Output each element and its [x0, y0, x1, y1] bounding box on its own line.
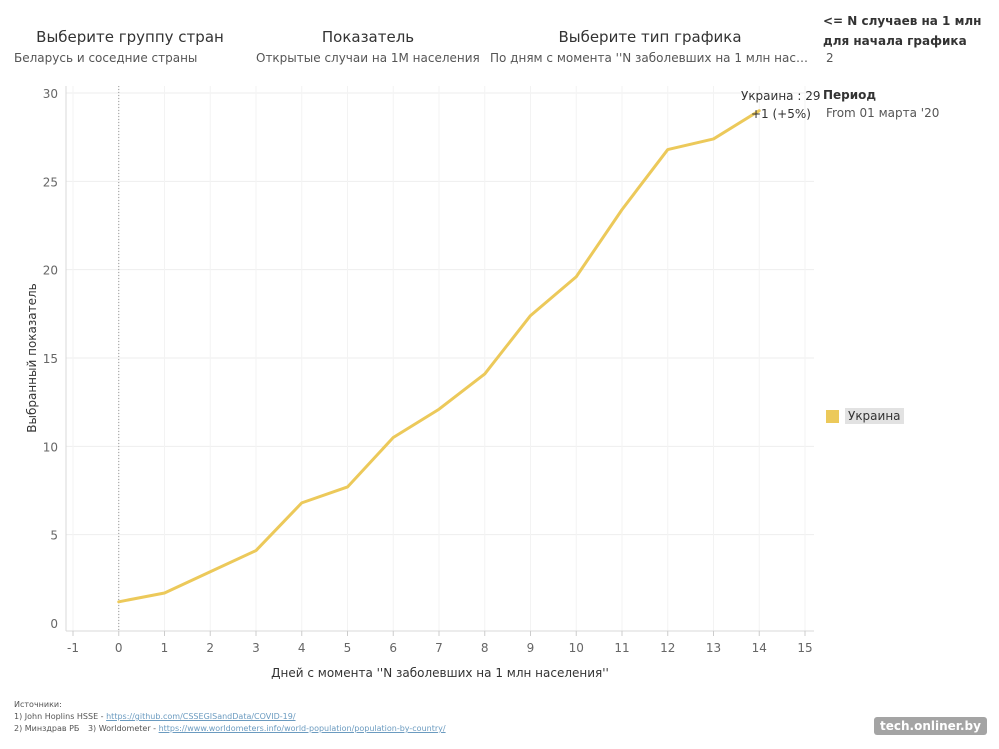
source-3-label: 3) Worldometer - [87, 724, 159, 733]
x-tick-label: 11 [614, 641, 629, 655]
chart-type-title: Выберите тип графика [558, 28, 742, 46]
watermark: tech.onliner.by [874, 717, 987, 735]
grid [66, 86, 814, 631]
x-tick-label: 5 [344, 641, 352, 655]
y-tick-label: 15 [43, 352, 58, 366]
y-tick-label: 20 [43, 264, 58, 278]
annotation-line2: +1 (+5%) [751, 107, 811, 121]
source-1-link[interactable]: https://github.com/CSSEGISandData/COVID-… [106, 712, 296, 721]
series-line-ukraine [117, 109, 761, 604]
x-tick-label: 10 [569, 641, 584, 655]
x-tick-label: 0 [115, 641, 123, 655]
threshold-label-line2: для начала графика [823, 34, 967, 48]
x-tick-label: 12 [660, 641, 675, 655]
x-axis-label: Дней с момента ''N заболевших на 1 млн н… [271, 666, 609, 680]
x-tick-label: -1 [67, 641, 79, 655]
x-tick-label: 2 [206, 641, 214, 655]
x-tick-label: 8 [481, 641, 489, 655]
x-tick-label: 15 [797, 641, 812, 655]
sources-header: Источники: [14, 700, 62, 709]
source-1-label: 1) John Hoplins HSSE - [14, 712, 107, 721]
y-tick-label: 0 [50, 617, 58, 631]
source-2-label: 2) Минздрав РБ [14, 724, 80, 733]
x-tick-label: 3 [252, 641, 260, 655]
period-value[interactable]: From 01 марта '20 [826, 106, 940, 120]
y-tick-label: 10 [43, 440, 58, 454]
x-tick-label: 4 [298, 641, 306, 655]
annotation-line1: Украина : 29 [741, 89, 820, 103]
source-2-3: 2) Минздрав РБ 3) Worldometer - https://… [14, 724, 446, 733]
y-tick-label: 5 [50, 529, 58, 543]
x-tick-label: 13 [706, 641, 721, 655]
x-tick-label: 9 [527, 641, 535, 655]
legend-item-ukraine[interactable]: Украина [826, 408, 904, 424]
series [117, 109, 761, 604]
y-axis-label: Выбранный показатель [25, 283, 39, 433]
y-tick-label: 30 [43, 87, 58, 101]
indicator-value[interactable]: Открытые случаи на 1М населения [256, 51, 480, 65]
threshold-value[interactable]: 2 [826, 51, 834, 65]
threshold-label-line1: <= N случаев на 1 млн [823, 14, 982, 28]
country-group-title: Выберите группу стран [36, 28, 224, 46]
legend-label: Украина [845, 408, 904, 424]
legend-swatch [826, 409, 839, 423]
period-label: Период [823, 88, 877, 102]
country-group-value[interactable]: Беларусь и соседние страны [14, 51, 198, 65]
source-3-link[interactable]: https://www.worldometers.info/world-popu… [158, 724, 446, 733]
source-1: 1) John Hoplins HSSE - https://github.co… [14, 712, 296, 721]
indicator-title: Показатель [321, 28, 415, 46]
x-tick-label: 14 [752, 641, 767, 655]
x-tick-label: 6 [389, 641, 397, 655]
x-tick-label: 7 [435, 641, 443, 655]
y-tick-label: 25 [43, 175, 58, 189]
x-tick-label: 1 [161, 641, 169, 655]
